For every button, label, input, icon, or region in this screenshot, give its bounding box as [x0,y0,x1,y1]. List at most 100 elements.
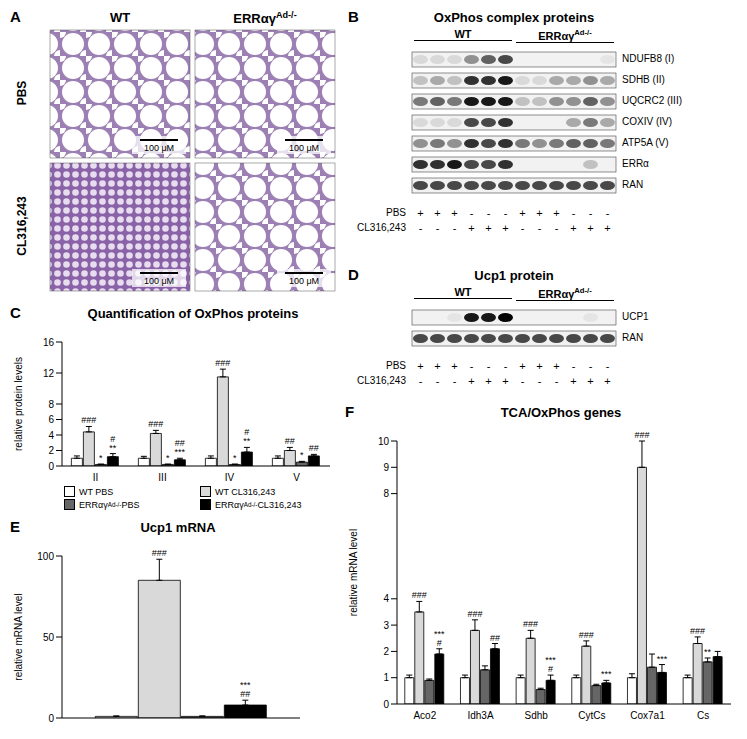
svg-text:+: + [434,360,440,372]
svg-text:16: 16 [43,337,55,348]
svg-text:###: ### [634,430,649,440]
svg-text:-: - [589,360,593,372]
svg-text:100 μM: 100 μM [144,143,174,153]
svg-text:8: 8 [48,399,54,410]
svg-text:**: ** [243,436,251,446]
svg-text:+: + [519,207,525,219]
svg-text:-: - [606,360,610,372]
svg-text:+: + [570,375,576,387]
svg-text:+: + [536,360,542,372]
svg-text:*: * [300,450,304,460]
svg-text:100 μM: 100 μM [289,276,319,286]
svg-text:+: + [502,375,508,387]
svg-text:3: 3 [383,620,389,631]
svg-text:+: + [604,222,610,234]
svg-text:**: ** [704,647,712,657]
svg-text:#: # [244,427,249,437]
svg-text:-: - [487,207,491,219]
svg-text:-: - [606,207,610,219]
svg-text:IV: IV [225,472,235,483]
svg-text:###: ### [523,619,538,629]
svg-text:-: - [470,360,474,372]
svg-text:100 μM: 100 μM [144,276,174,286]
svg-text:-: - [436,375,440,387]
svg-text:***: *** [657,654,668,664]
svg-text:+: + [451,207,457,219]
svg-text:Aco2: Aco2 [413,710,436,721]
svg-text:-: - [504,207,508,219]
svg-text:###: ### [467,609,482,619]
svg-text:-: - [470,207,474,219]
svg-text:-: - [419,222,423,234]
svg-text:relative protein levels: relative protein levels [13,357,24,451]
svg-text:+: + [604,375,610,387]
svg-text:2: 2 [383,646,389,657]
svg-text:8: 8 [383,488,389,499]
svg-text:Idh3A: Idh3A [467,710,493,721]
svg-text:-: - [589,207,593,219]
svg-text:4: 4 [383,593,389,604]
svg-text:###: ### [81,415,96,425]
svg-text:+: + [570,222,576,234]
svg-text:Cox7a1: Cox7a1 [630,710,665,721]
svg-text:-: - [436,222,440,234]
svg-text:V: V [293,472,300,483]
svg-text:Sdhb: Sdhb [524,710,548,721]
svg-text:-: - [521,375,525,387]
svg-text:+: + [536,207,542,219]
svg-text:0: 0 [48,713,54,724]
svg-text:###: ### [579,630,594,640]
svg-text:4: 4 [48,430,54,441]
svg-text:*: * [233,453,237,463]
svg-text:+: + [519,360,525,372]
svg-text:-: - [572,207,576,219]
svg-text:-: - [504,360,508,372]
svg-text:***: *** [240,680,251,690]
svg-text:+: + [587,375,593,387]
svg-text:***: *** [175,447,186,457]
svg-text:-: - [538,375,542,387]
svg-text:12: 12 [43,368,55,379]
svg-text:100 μM: 100 μM [289,143,319,153]
svg-text:###: ### [152,548,167,558]
svg-text:+: + [468,375,474,387]
svg-text:Cs: Cs [697,710,709,721]
svg-text:##: ## [175,438,185,448]
svg-text:50: 50 [43,632,55,643]
svg-text:10: 10 [378,436,390,447]
svg-text:#: # [548,664,553,674]
svg-text:-: - [419,375,423,387]
svg-text:**: ** [109,443,117,453]
svg-text:#: # [437,638,442,648]
svg-text:***: *** [434,629,445,639]
svg-text:+: + [553,360,559,372]
svg-text:###: ### [412,590,427,600]
svg-text:##: ## [309,443,319,453]
svg-text:6: 6 [48,414,54,425]
svg-text:-: - [487,360,491,372]
svg-text:relative mRNA level: relative mRNA level [13,593,24,680]
svg-text:+: + [485,375,491,387]
svg-text:##: ## [240,689,250,699]
svg-text:+: + [553,207,559,219]
svg-text:CytCs: CytCs [578,710,605,721]
svg-text:##: ## [285,436,295,446]
svg-text:+: + [434,207,440,219]
svg-text:0: 0 [383,699,389,710]
svg-text:***: *** [545,655,556,665]
svg-text:9: 9 [383,462,389,473]
svg-text:+: + [485,222,491,234]
svg-text:-: - [453,222,457,234]
svg-text:0: 0 [48,461,54,472]
svg-text:+: + [587,222,593,234]
svg-text:###: ### [148,419,163,429]
svg-text:+: + [417,360,423,372]
svg-text:*: * [166,453,170,463]
svg-text:III: III [158,472,166,483]
svg-text:###: ### [690,626,705,636]
svg-text:-: - [572,360,576,372]
svg-text:*: * [99,453,103,463]
svg-text:+: + [451,360,457,372]
svg-text:-: - [453,375,457,387]
svg-text:-: - [538,222,542,234]
